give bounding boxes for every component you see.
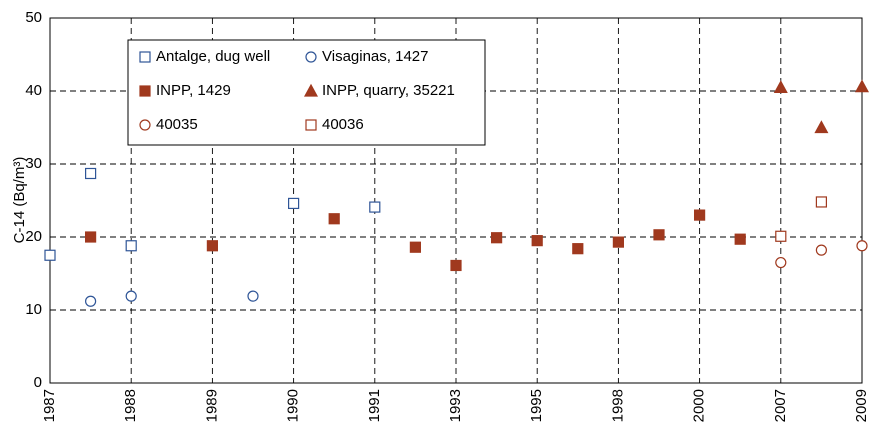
point [84, 231, 97, 243]
x-tick-label: 1988 [122, 389, 139, 422]
y-tick-label: 20 [25, 228, 42, 245]
point [125, 290, 137, 302]
x-tick-label: 2000 [691, 389, 708, 422]
y-tick-label: 30 [25, 155, 42, 172]
x-tick-label: 2009 [853, 389, 870, 422]
legend-marker [305, 119, 317, 131]
point [84, 295, 97, 307]
x-tick-label: 1990 [285, 389, 302, 422]
point [775, 230, 787, 242]
point [653, 229, 665, 241]
point [247, 290, 259, 302]
y-tick-label: 10 [25, 301, 42, 318]
legend-label: Visaginas, 1427 [322, 48, 428, 65]
point [450, 259, 462, 272]
point [206, 240, 218, 252]
point [814, 120, 829, 134]
legend-label: 40035 [156, 116, 198, 133]
point [572, 243, 584, 255]
y-tick-label: 40 [25, 82, 42, 99]
point [775, 256, 787, 269]
point [734, 233, 746, 245]
point [815, 244, 828, 256]
y-tick-label: 50 [25, 9, 42, 26]
legend-marker [305, 51, 317, 63]
legend-marker [139, 51, 151, 63]
point [125, 240, 137, 252]
legend-marker [139, 119, 151, 131]
x-tick-label: 1987 [41, 389, 58, 422]
legend-marker [303, 83, 319, 97]
point [612, 236, 625, 248]
legend-marker [139, 85, 151, 97]
x-tick-label: 2007 [772, 389, 789, 422]
point [773, 80, 788, 93]
point [288, 197, 300, 210]
x-tick-label: 1991 [366, 389, 383, 422]
x-tick-label: 1989 [203, 389, 220, 422]
point [815, 196, 828, 208]
point [44, 249, 56, 261]
point [856, 240, 868, 252]
point [84, 167, 97, 180]
point [854, 79, 870, 93]
point [369, 201, 381, 213]
x-tick-label: 1993 [447, 389, 464, 422]
point [693, 209, 706, 221]
y-axis-label: C-14 (Bq/m³) [11, 157, 28, 244]
plot-frame [49, 17, 863, 384]
point [409, 241, 421, 253]
legend-label: 40036 [322, 116, 364, 133]
x-tick-label: 1998 [609, 389, 626, 422]
y-tick-label: 0 [34, 374, 42, 391]
legend-label: INPP, quarry, 35221 [322, 82, 455, 99]
x-tick-label: 1995 [528, 389, 545, 422]
point [328, 213, 340, 225]
legend-label: Antalge, dug well [156, 48, 270, 65]
legend-label: INPP, 1429 [156, 82, 231, 99]
point [491, 232, 503, 244]
point [531, 235, 543, 247]
